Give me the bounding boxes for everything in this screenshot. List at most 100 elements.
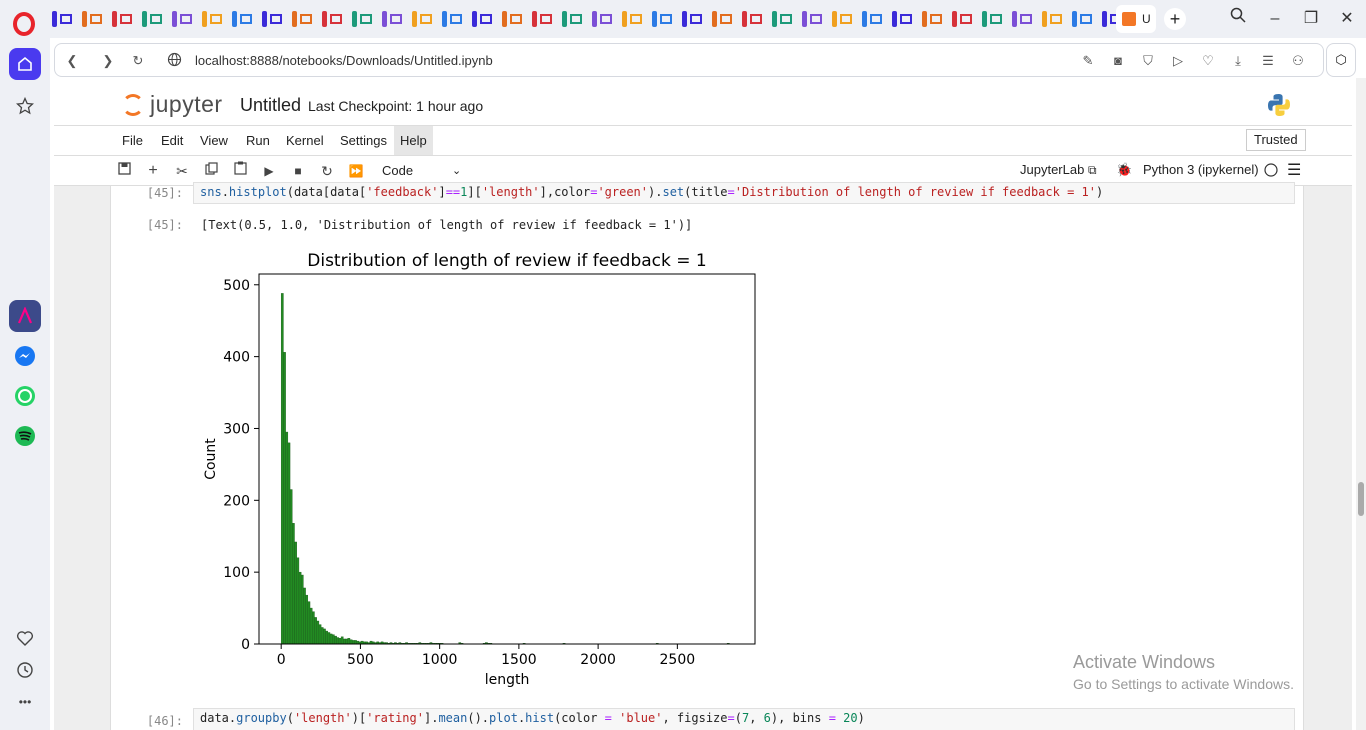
cell-type-select[interactable]: Code ⌄ [376, 161, 466, 181]
tab-favicon-icon[interactable] [620, 9, 644, 29]
tab-favicon-icon[interactable] [770, 9, 794, 29]
tab-favicon-icon[interactable] [50, 9, 74, 29]
address-bar: ❮ ❯ ↻ localhost:8888/notebooks/Downloads… [54, 43, 1324, 77]
camera-icon[interactable]: ◙ [1114, 53, 1122, 68]
debugger-bug-icon[interactable]: 🐞 [1116, 162, 1133, 177]
kernel-name[interactable]: Python 3 (ipykernel) [1143, 162, 1259, 177]
tab-favicon-icon[interactable] [1070, 9, 1094, 29]
tab-favicon-icon[interactable] [650, 9, 674, 29]
forward-icon[interactable]: ❯ [102, 53, 114, 68]
back-icon[interactable]: ❮ [66, 53, 78, 68]
download-icon[interactable]: ⤓ [1235, 53, 1241, 68]
save-icon[interactable] [113, 160, 135, 182]
code-cell-46[interactable]: data.groupby('length')['rating'].mean().… [193, 708, 1295, 730]
tab-favicon-icon[interactable] [530, 9, 554, 29]
cut-icon[interactable]: ✂ [176, 163, 188, 179]
tab-favicon-icon[interactable] [560, 9, 584, 29]
easy-setup-icon[interactable]: ☰ [1262, 53, 1274, 68]
home-icon[interactable] [9, 48, 41, 80]
tab-favicon-icon[interactable] [500, 9, 524, 29]
menu-settings[interactable]: Settings [340, 133, 387, 148]
copy-icon[interactable] [200, 160, 222, 182]
opera-logo-icon[interactable] [13, 12, 35, 36]
tab-favicon-icon[interactable] [350, 9, 374, 29]
tab-favicon-icon[interactable] [320, 9, 344, 29]
site-info-globe-icon[interactable] [165, 52, 183, 70]
edit-icon[interactable]: ✎ [1082, 53, 1094, 68]
x-tick-label: 1500 [501, 652, 537, 668]
more-options-button[interactable]: ••• [18, 695, 32, 709]
tab-strip[interactable] [50, 5, 1120, 33]
paste-icon[interactable] [229, 160, 251, 182]
tab-favicon-icon[interactable] [590, 9, 614, 29]
new-tab-button[interactable]: + [1164, 8, 1186, 30]
bookmarks-star-icon[interactable] [9, 90, 41, 122]
tab-favicon-icon[interactable] [410, 9, 434, 29]
restore-button[interactable]: ❐ [1303, 10, 1319, 27]
tab-favicon-icon[interactable] [800, 9, 824, 29]
menu-view[interactable]: View [200, 133, 228, 148]
active-tab[interactable]: U [1116, 5, 1156, 33]
tab-favicon-icon[interactable] [260, 9, 284, 29]
history-clock-icon[interactable] [9, 654, 41, 686]
close-window-button[interactable]: ✕ [1340, 10, 1354, 27]
reload-icon[interactable]: ↻ [132, 53, 144, 68]
jupyterlab-link[interactable]: JupyterLab ⧉ [1020, 162, 1097, 177]
menu-kernel[interactable]: Kernel [286, 133, 324, 148]
x-axis-label: length [485, 672, 530, 688]
menu-hamburger-icon[interactable]: ☰ [1287, 162, 1302, 179]
heart-outline-icon[interactable]: ♡ [1202, 53, 1214, 68]
tab-favicon-icon[interactable] [200, 9, 224, 29]
tab-favicon-icon[interactable] [170, 9, 194, 29]
code-cell-45[interactable]: sns.histplot(data[data['feedback']==1]['… [193, 182, 1295, 204]
menu-file[interactable]: File [122, 133, 143, 148]
tab-favicon-icon[interactable] [380, 9, 404, 29]
menu-run[interactable]: Run [246, 133, 270, 148]
histogram-bar [296, 557, 300, 645]
notebook-title[interactable]: Untitled [240, 95, 302, 115]
play-icon[interactable]: ▷ [1173, 53, 1183, 68]
tab-favicon-icon[interactable] [470, 9, 494, 29]
profile-icon[interactable]: ⚇ [1292, 53, 1304, 68]
run-cell-icon[interactable]: ▶ [264, 164, 274, 178]
tab-favicon-icon[interactable] [950, 9, 974, 29]
messenger-icon[interactable] [9, 340, 41, 372]
tab-favicon-icon[interactable] [440, 9, 464, 29]
minimize-button[interactable]: – [1270, 10, 1280, 27]
tab-favicon-icon[interactable] [740, 9, 764, 29]
tab-favicon-icon[interactable] [920, 9, 944, 29]
trusted-indicator[interactable]: Trusted [1246, 129, 1306, 151]
tab-favicon-icon[interactable] [860, 9, 884, 29]
tab-favicon-icon[interactable] [830, 9, 854, 29]
tab-favicon-icon[interactable] [1010, 9, 1034, 29]
menu-help[interactable]: Help [394, 126, 433, 155]
url-field[interactable]: localhost:8888/notebooks/Downloads/Untit… [195, 53, 493, 68]
tab-favicon-icon[interactable] [80, 9, 104, 29]
tab-favicon-icon[interactable] [230, 9, 254, 29]
tab-favicon-icon[interactable] [710, 9, 734, 29]
menu-edit[interactable]: Edit [161, 133, 184, 148]
restart-icon[interactable]: ↻ [321, 163, 333, 179]
spotify-icon[interactable] [9, 420, 41, 452]
run-all-icon[interactable]: ⏩ [348, 164, 364, 178]
tab-favicon-icon[interactable] [680, 9, 704, 29]
page-scrollbar[interactable] [1356, 78, 1366, 730]
tab-favicon-icon[interactable] [980, 9, 1004, 29]
tab-favicon-icon[interactable] [890, 9, 914, 29]
tab-favicon-icon[interactable] [1100, 9, 1120, 29]
scrollbar-thumb[interactable] [1358, 482, 1364, 516]
extensions-cube-icon[interactable]: ⬡ [1326, 43, 1356, 77]
tab-favicon-icon[interactable] [290, 9, 314, 29]
aria-app-icon[interactable] [9, 300, 41, 332]
search-tabs-icon[interactable] [1224, 6, 1252, 32]
jupyter-logo[interactable]: jupyter [120, 90, 232, 120]
whatsapp-icon[interactable] [9, 380, 41, 412]
interrupt-icon[interactable]: ■ [294, 164, 302, 178]
shield-icon[interactable]: ⛉ [1143, 53, 1153, 68]
histogram-chart: 0 500 1000 1500 2000 2500 0 100 200 300 400 500 Dist… [203, 251, 756, 688]
tab-favicon-icon[interactable] [140, 9, 164, 29]
tab-favicon-icon[interactable] [110, 9, 134, 29]
add-cell-icon[interactable]: + [148, 162, 158, 179]
tab-favicon-icon[interactable] [1040, 9, 1064, 29]
heart-icon[interactable] [9, 622, 41, 654]
